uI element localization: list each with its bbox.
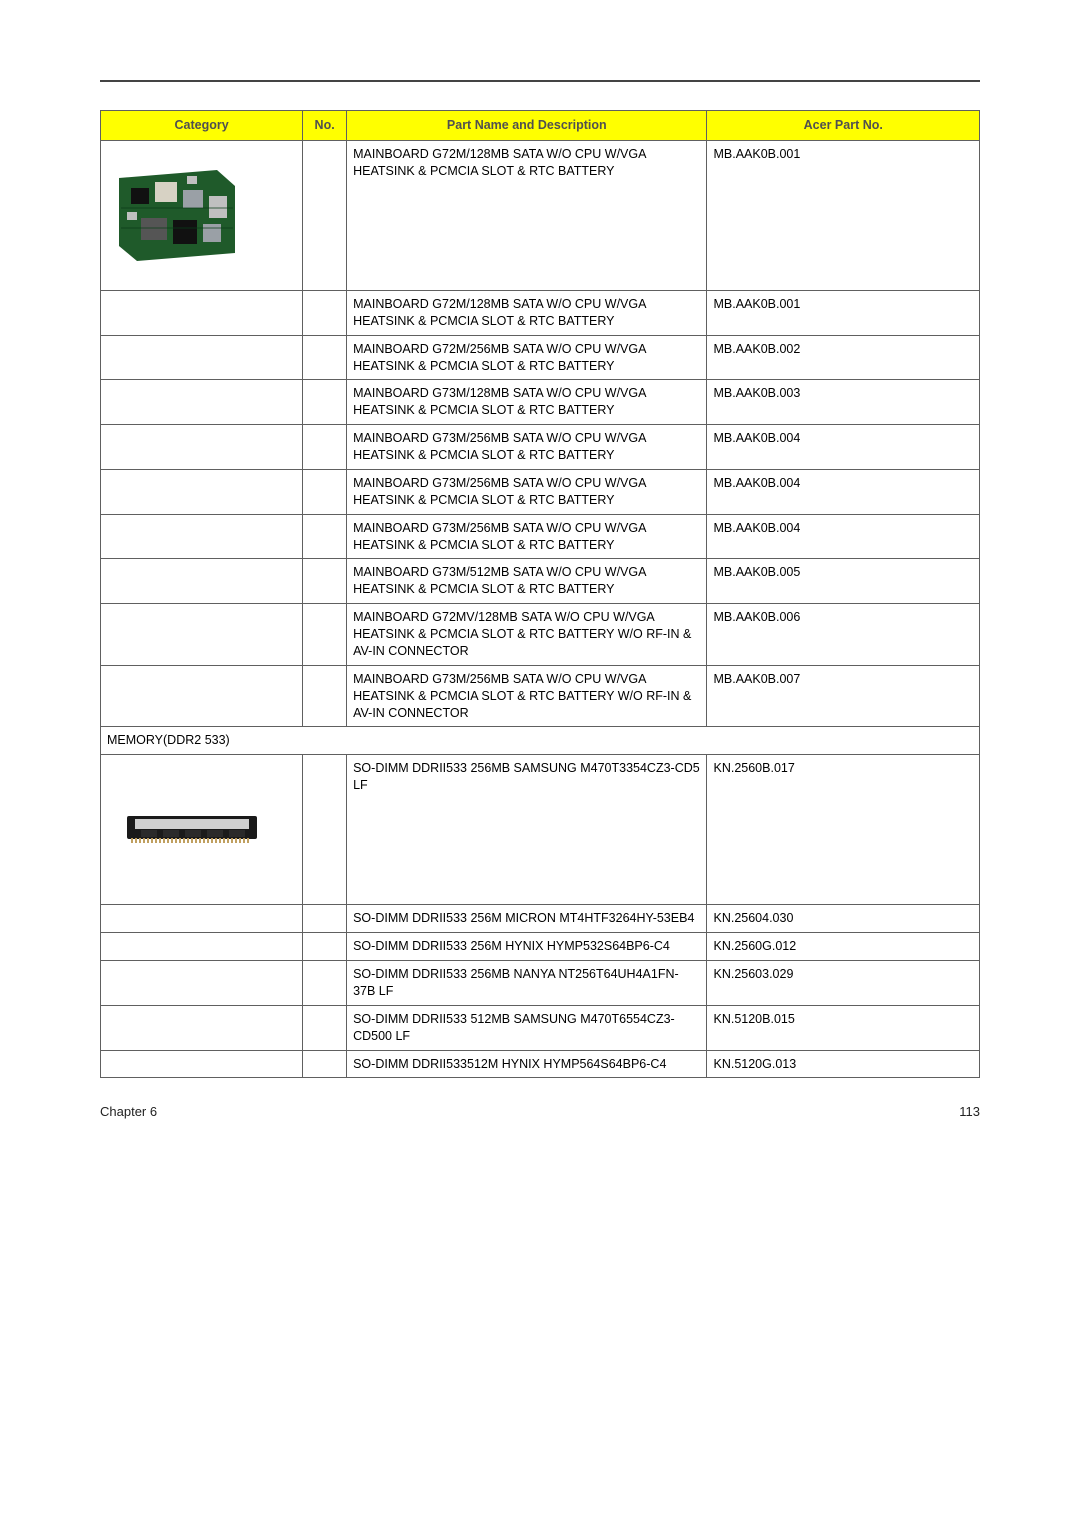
col-header-acer: Acer Part No. [707, 111, 980, 141]
cell-category [101, 665, 303, 727]
cell-no [303, 469, 347, 514]
cell-part: MAINBOARD G73M/512MB SATA W/O CPU W/VGA … [347, 559, 707, 604]
cell-category [101, 755, 303, 905]
cell-acer-partno: KN.25604.030 [707, 905, 980, 933]
cell-part: SO-DIMM DDRII533 256MB NANYA NT256T64UH4… [347, 961, 707, 1006]
table-row: SO-DIMM DDRII533 512MB SAMSUNG M470T6554… [101, 1005, 980, 1050]
cell-category [101, 933, 303, 961]
parts-table: Category No. Part Name and Description A… [100, 110, 980, 1078]
cell-part: MAINBOARD G73M/256MB SATA W/O CPU W/VGA … [347, 665, 707, 727]
cell-part: SO-DIMM DDRII533 256M MICRON MT4HTF3264H… [347, 905, 707, 933]
cell-acer-partno: KN.5120G.013 [707, 1050, 980, 1078]
mainboard-image [117, 168, 286, 263]
cell-category [101, 604, 303, 666]
memory-image [127, 816, 276, 844]
cell-acer-partno: MB.AAK0B.006 [707, 604, 980, 666]
table-row: MAINBOARD G72M/128MB SATA W/O CPU W/VGA … [101, 140, 980, 290]
table-row: MAINBOARD G73M/256MB SATA W/O CPU W/VGA … [101, 469, 980, 514]
col-header-no: No. [303, 111, 347, 141]
col-header-part: Part Name and Description [347, 111, 707, 141]
footer-pagenum: 113 [959, 1104, 980, 1119]
cell-part: MAINBOARD G72M/128MB SATA W/O CPU W/VGA … [347, 140, 707, 290]
table-header-row: Category No. Part Name and Description A… [101, 111, 980, 141]
cell-part: MAINBOARD G72M/128MB SATA W/O CPU W/VGA … [347, 290, 707, 335]
cell-part: SO-DIMM DDRII533 512MB SAMSUNG M470T6554… [347, 1005, 707, 1050]
table-row: MAINBOARD G73M/128MB SATA W/O CPU W/VGA … [101, 380, 980, 425]
cell-no [303, 1050, 347, 1078]
cell-category [101, 290, 303, 335]
col-header-category: Category [101, 111, 303, 141]
cell-acer-partno: MB.AAK0B.004 [707, 514, 980, 559]
table-row: MAINBOARD G73M/256MB SATA W/O CPU W/VGA … [101, 425, 980, 470]
cell-part: MAINBOARD G72MV/128MB SATA W/O CPU W/VGA… [347, 604, 707, 666]
cell-acer-partno: KN.5120B.015 [707, 1005, 980, 1050]
cell-category [101, 961, 303, 1006]
cell-category [101, 1005, 303, 1050]
cell-category [101, 335, 303, 380]
table-row: SO-DIMM DDRII533 256MB SAMSUNG M470T3354… [101, 755, 980, 905]
cell-part: MAINBOARD G73M/256MB SATA W/O CPU W/VGA … [347, 469, 707, 514]
cell-acer-partno: MB.AAK0B.007 [707, 665, 980, 727]
table-row: SO-DIMM DDRII533 256M MICRON MT4HTF3264H… [101, 905, 980, 933]
cell-part: MAINBOARD G72M/256MB SATA W/O CPU W/VGA … [347, 335, 707, 380]
cell-no [303, 335, 347, 380]
cell-acer-partno: MB.AAK0B.002 [707, 335, 980, 380]
cell-category [101, 140, 303, 290]
table-row: SO-DIMM DDRII533512M HYNIX HYMP564S64BP6… [101, 1050, 980, 1078]
cell-acer-partno: MB.AAK0B.004 [707, 469, 980, 514]
page-footer: Chapter 6 113 [100, 1104, 980, 1119]
cell-no [303, 1005, 347, 1050]
cell-no [303, 905, 347, 933]
cell-category [101, 905, 303, 933]
cell-part: MAINBOARD G73M/256MB SATA W/O CPU W/VGA … [347, 425, 707, 470]
table-row: SO-DIMM DDRII533 256M HYNIX HYMP532S64BP… [101, 933, 980, 961]
table-row: MAINBOARD G73M/512MB SATA W/O CPU W/VGA … [101, 559, 980, 604]
cell-category [101, 425, 303, 470]
cell-part: MAINBOARD G73M/256MB SATA W/O CPU W/VGA … [347, 514, 707, 559]
cell-acer-partno: MB.AAK0B.005 [707, 559, 980, 604]
section-header-row: MEMORY(DDR2 533) [101, 727, 980, 755]
cell-acer-partno: KN.2560B.017 [707, 755, 980, 905]
cell-part: SO-DIMM DDRII533 256M HYNIX HYMP532S64BP… [347, 933, 707, 961]
cell-category [101, 514, 303, 559]
cell-no [303, 755, 347, 905]
footer-chapter: Chapter 6 [100, 1104, 157, 1119]
cell-acer-partno: KN.25603.029 [707, 961, 980, 1006]
table-row: MAINBOARD G73M/256MB SATA W/O CPU W/VGA … [101, 665, 980, 727]
cell-acer-partno: MB.AAK0B.003 [707, 380, 980, 425]
cell-part: MAINBOARD G73M/128MB SATA W/O CPU W/VGA … [347, 380, 707, 425]
cell-no [303, 604, 347, 666]
table-row: MAINBOARD G72M/256MB SATA W/O CPU W/VGA … [101, 335, 980, 380]
cell-no [303, 933, 347, 961]
cell-part: SO-DIMM DDRII533512M HYNIX HYMP564S64BP6… [347, 1050, 707, 1078]
table-row: MAINBOARD G72MV/128MB SATA W/O CPU W/VGA… [101, 604, 980, 666]
cell-no [303, 665, 347, 727]
table-row: MAINBOARD G72M/128MB SATA W/O CPU W/VGA … [101, 290, 980, 335]
top-rule [100, 80, 980, 82]
cell-acer-partno: KN.2560G.012 [707, 933, 980, 961]
cell-no [303, 380, 347, 425]
cell-no [303, 140, 347, 290]
cell-acer-partno: MB.AAK0B.001 [707, 290, 980, 335]
section-label: MEMORY(DDR2 533) [101, 727, 980, 755]
table-row: SO-DIMM DDRII533 256MB NANYA NT256T64UH4… [101, 961, 980, 1006]
cell-acer-partno: MB.AAK0B.001 [707, 140, 980, 290]
cell-category [101, 1050, 303, 1078]
table-row: MAINBOARD G73M/256MB SATA W/O CPU W/VGA … [101, 514, 980, 559]
cell-category [101, 559, 303, 604]
cell-no [303, 514, 347, 559]
cell-category [101, 469, 303, 514]
cell-no [303, 290, 347, 335]
cell-acer-partno: MB.AAK0B.004 [707, 425, 980, 470]
cell-no [303, 961, 347, 1006]
cell-no [303, 559, 347, 604]
cell-no [303, 425, 347, 470]
cell-category [101, 380, 303, 425]
cell-part: SO-DIMM DDRII533 256MB SAMSUNG M470T3354… [347, 755, 707, 905]
